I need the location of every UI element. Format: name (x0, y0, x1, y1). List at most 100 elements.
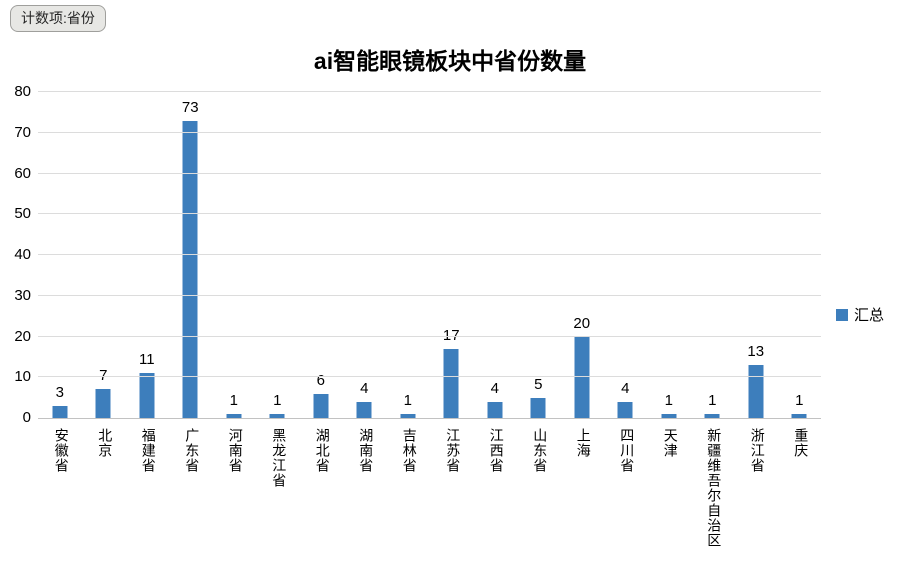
bar (748, 365, 764, 418)
category-column: 1 河南省 (212, 93, 256, 473)
pivot-field-button[interactable]: 计数项:省份 (10, 5, 106, 32)
x-axis-label: 广东省 (169, 428, 213, 473)
bar-value-label: 1 (795, 391, 804, 409)
bar-value-label: 4 (360, 379, 369, 397)
bar (661, 413, 677, 418)
x-axis-label-text: 福建省 (139, 428, 155, 473)
bar-value-label: 1 (664, 391, 673, 409)
bar (269, 413, 285, 418)
bar (574, 336, 590, 418)
legend-label: 汇总 (854, 308, 885, 324)
bar-value-label: 1 (403, 391, 412, 409)
x-axis-label-text: 河南省 (226, 428, 242, 473)
bar (52, 405, 68, 418)
bar (791, 413, 807, 418)
x-axis-label: 吉林省 (386, 428, 430, 473)
bar (443, 348, 459, 418)
category-column: 4 湖南省 (343, 93, 387, 473)
bar (356, 401, 372, 418)
gridline (38, 172, 821, 174)
x-axis-label: 江苏省 (430, 428, 474, 473)
bar (617, 401, 633, 418)
x-axis-label: 福建省 (125, 428, 169, 473)
category-column: 4 江西省 (473, 93, 517, 473)
plot-area: 3安徽省7北京11福建省73广东省1河南省1黑龙江省6湖北省4湖南省1吉林省17… (14, 83, 822, 548)
bar (182, 120, 198, 418)
x-axis-label: 北京 (82, 428, 126, 458)
x-axis-label-text: 北京 (96, 428, 112, 458)
x-axis-label-text: 吉林省 (400, 428, 416, 473)
category-column: 1 新疆维吾尔自治区 (691, 93, 735, 548)
y-axis-tick-label: 20 (14, 327, 31, 345)
x-axis-label-text: 上海 (574, 428, 590, 458)
bar (487, 401, 503, 418)
y-axis-tick-label: 10 (14, 368, 31, 386)
x-axis-label: 四川省 (604, 428, 648, 473)
x-axis-label: 湖南省 (343, 428, 387, 473)
category-column: 6 湖北省 (299, 93, 343, 473)
legend: 汇总 (836, 304, 884, 325)
x-axis-label: 江西省 (473, 428, 517, 473)
x-axis-label-text: 浙江省 (748, 428, 764, 473)
bar (313, 393, 329, 418)
category-column: 11 福建省 (125, 93, 169, 473)
bar-value-label: 1 (229, 391, 238, 409)
bar (704, 413, 720, 418)
bar (226, 413, 242, 418)
category-column: 1 黑龙江省 (256, 93, 300, 488)
bar (139, 373, 155, 418)
bar-value-label: 17 (442, 326, 460, 344)
x-axis-label: 上海 (560, 428, 604, 458)
bar (530, 397, 546, 418)
bar-value-label: 20 (573, 314, 591, 332)
bar-value-label: 11 (138, 351, 155, 369)
x-axis-label-text: 黑龙江省 (270, 428, 286, 488)
category-column: 17 江苏省 (430, 93, 474, 473)
x-axis-label-text: 天津 (661, 428, 677, 458)
bar-value-label: 4 (490, 379, 499, 397)
x-axis-label-text: 广东省 (183, 428, 199, 473)
bar-value-label: 5 (534, 375, 543, 393)
bar (95, 389, 111, 418)
category-column: 5 山东省 (517, 93, 561, 473)
x-axis-label-text: 江苏省 (444, 428, 460, 473)
y-axis-tick-label: 30 (14, 286, 31, 304)
x-axis-label: 黑龙江省 (256, 428, 300, 488)
bars-container: 3安徽省7北京11福建省73广东省1河南省1黑龙江省6湖北省4湖南省1吉林省17… (38, 93, 822, 548)
category-column: 3 安徽省 (38, 93, 82, 473)
category-column: 7 北京 (82, 93, 126, 458)
category-column: 1 吉林省 (386, 93, 430, 473)
category-column: 1 重庆 (778, 93, 822, 458)
x-axis-label: 山东省 (517, 428, 561, 473)
gridline (38, 131, 821, 133)
category-column: 73 广东省 (169, 93, 213, 473)
bar-value-label: 3 (55, 383, 64, 401)
bar-value-label: 1 (273, 391, 282, 409)
y-axis-tick-label: 70 (14, 123, 31, 141)
legend-swatch (836, 308, 848, 321)
gridline (38, 91, 821, 92)
gridline (38, 294, 821, 296)
x-axis-label-text: 重庆 (792, 428, 808, 458)
x-axis-label-text: 山东省 (531, 428, 547, 473)
gridline (38, 213, 821, 215)
y-axis-tick-label: 40 (14, 246, 31, 263)
y-axis-tick-label: 0 (22, 409, 31, 426)
x-axis-label-text: 四川省 (618, 428, 634, 473)
x-axis-label: 河南省 (212, 428, 256, 473)
category-column: 4 四川省 (604, 93, 648, 473)
bar-value-label: 4 (621, 379, 630, 397)
bar-value-label: 7 (99, 368, 107, 384)
y-axis-tick-label: 50 (14, 205, 31, 223)
x-axis-label-text: 新疆维吾尔自治区 (705, 428, 721, 548)
gridline (38, 254, 821, 255)
x-axis-label-text: 江西省 (487, 428, 503, 473)
x-axis-label: 湖北省 (299, 428, 343, 473)
x-axis-label-text: 湖北省 (313, 428, 329, 473)
x-axis-label: 新疆维吾尔自治区 (691, 428, 735, 548)
x-axis-label: 重庆 (778, 428, 822, 458)
x-axis-label: 天津 (647, 428, 691, 458)
x-axis-label: 安徽省 (38, 428, 82, 473)
bar (400, 413, 416, 418)
